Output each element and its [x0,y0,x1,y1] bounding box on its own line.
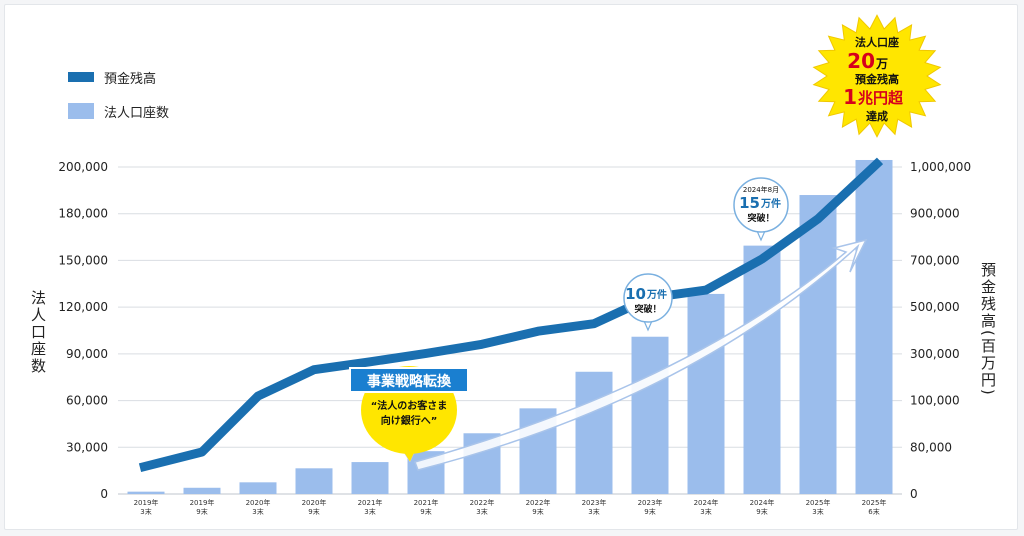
right-tick-label: 80,000 [910,440,952,454]
x-tick-label-period: 3末 [140,507,151,516]
legend-swatch-bar [68,103,94,119]
star-line-4-text: 兆円超 [858,89,904,107]
x-tick-label-period: 9末 [308,507,319,516]
bar-accounts [239,482,277,494]
strategy-text-1: “法人のお客さま [371,399,448,412]
right-tick-label: 100,000 [910,394,960,408]
x-tick-label-year: 2023年 [638,498,663,507]
x-tick-label-period: 9末 [756,507,767,516]
milestone-15-number: 15 [739,194,760,212]
right-tick-label: 1,000,000 [910,160,971,174]
right-tick-label: 900,000 [910,207,960,221]
milestone-15-text: 突破！ [747,212,774,224]
x-tick-label-year: 2024年 [750,498,775,507]
milestone-10-callout: 10 万件 突破！ [623,273,673,332]
bar-accounts [183,487,221,494]
left-tick-label: 120,000 [58,300,108,314]
legend: 預金残高 法人口座数 [68,66,169,134]
x-tick-label-year: 2024年 [694,498,719,507]
x-tick-labels: 2019年3末2019年9末2020年3末2020年9末2021年3末2021年… [134,498,887,516]
x-tick-label-year: 2020年 [246,498,271,507]
bar-accounts [687,293,725,494]
x-tick-label-year: 2020年 [302,498,327,507]
left-tick-label: 200,000 [58,160,108,174]
bar-accounts [351,462,389,494]
milestone-10-number: 10 [625,285,646,303]
strategy-text-2: 向け銀行へ” [381,414,438,427]
x-tick-label-year: 2021年 [414,498,439,507]
x-tick-label-year: 2025年 [862,498,887,507]
x-tick-label-year: 2025年 [806,498,831,507]
milestone-15-unit: 万件 [760,197,781,210]
x-tick-label-period: 6末 [868,507,879,516]
growth-arrow [414,238,868,471]
bar-accounts [295,468,333,494]
x-tick-label-year: 2021年 [358,498,383,507]
x-tick-label-year: 2022年 [470,498,495,507]
right-axis-label: 預金残高(百万円) [979,262,997,397]
x-tick-label-period: 3末 [700,507,711,516]
achievement-starburst: 法人口座 20 万 預金残高 1 兆円超 達成 [812,14,942,138]
legend-item-bar: 法人口座数 [68,100,169,122]
right-tick-label: 0 [910,487,918,501]
bar-accounts [127,491,165,494]
x-tick-label-period: 9末 [420,507,431,516]
bar-accounts [799,195,837,494]
legend-swatch-line [68,72,94,82]
x-tick-label-period: 3末 [588,507,599,516]
strategy-banner-text: 事業戦略転換 [367,373,452,390]
bars [127,159,893,494]
star-line-3: 預金残高 [855,72,899,86]
left-tick-label: 0 [100,487,108,501]
x-tick-label-period: 3末 [364,507,375,516]
x-tick-label-year: 2023年 [582,498,607,507]
x-tick-label-year: 2019年 [134,498,159,507]
star-line-1: 法人口座 [855,35,899,49]
star-line-2-unit: 万 [875,57,888,71]
x-tick-label-period: 9末 [532,507,543,516]
x-tick-label-period: 3末 [476,507,487,516]
right-tick-label: 300,000 [910,347,960,361]
milestone-15-date: 2024年8月 [743,185,779,194]
bar-accounts [743,245,781,494]
star-line-2-number: 20 [847,49,875,73]
x-tick-label-period: 3末 [812,507,823,516]
legend-label-bar: 法人口座数 [104,105,170,121]
bar-accounts [855,159,893,494]
star-line-5: 達成 [866,109,888,123]
x-tick-label-period: 9末 [196,507,207,516]
legend-item-line: 預金残高 [68,66,169,88]
x-tick-label-period: 9末 [644,507,655,516]
x-tick-label-year: 2019年 [190,498,215,507]
x-tick-label-year: 2022年 [526,498,551,507]
milestone-15-callout: 2024年8月 15 万件 突破！ [733,177,789,242]
left-tick-labels: 0 30,000 60,000 90,000 120,000 150,000 180,000… [58,160,108,501]
left-tick-label: 60,000 [66,394,108,408]
milestone-10-text: 突破！ [634,303,661,315]
left-axis-label: 法人口座数 [29,290,47,375]
bar-accounts [575,371,613,494]
x-tick-label-period: 3末 [252,507,263,516]
bar-accounts [631,336,669,494]
strategy-callout: 事業戦略転換 “法人のお客さま 向け銀行へ” [349,366,469,463]
deposit-line [138,157,884,473]
left-tick-label: 90,000 [66,347,108,361]
left-tick-label: 30,000 [66,440,108,454]
left-tick-label: 180,000 [58,207,108,221]
legend-label-line: 預金残高 [104,71,157,87]
strategy-banner [349,367,469,393]
right-tick-labels: 0 80,000 100,000 300,000 500,000 700,000 900,0… [910,160,971,501]
star-line-4-number: 1 [843,85,857,109]
right-tick-label: 700,000 [910,253,960,267]
right-tick-label: 500,000 [910,300,960,314]
milestone-10-unit: 万件 [646,288,667,301]
left-tick-label: 150,000 [58,253,108,267]
